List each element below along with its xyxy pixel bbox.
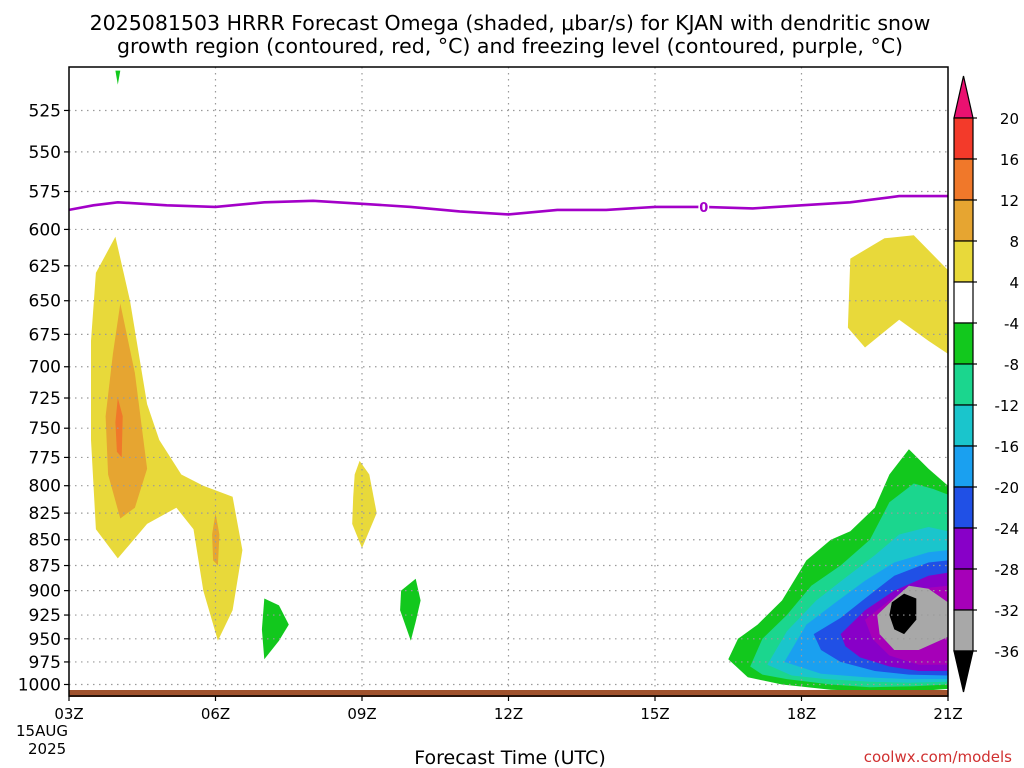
freezing-level-contour: 0 [68,194,948,217]
colorbar-bin-4 [953,281,974,324]
y-tick-label-14: 875 [29,557,61,577]
colorbar-label-0: 20 [1000,110,1019,128]
chart-grid [69,67,948,696]
colorbar-bin-10 [953,527,974,570]
y-tick-label-7: 700 [29,358,61,378]
colorbar-label-8: -16 [995,438,1020,456]
colorbar-bin-8 [953,445,974,488]
x-date-line1: 15AUG [16,722,68,740]
omega-region-1 [105,303,148,519]
colorbar-label-6: -8 [1004,356,1019,374]
y-tick-label-9: 750 [29,419,61,439]
y-tick-label-12: 825 [29,504,61,524]
y-tick-label-10: 775 [29,448,61,468]
y-tick-label-16: 925 [29,606,61,626]
y-tick-label-11: 800 [29,477,61,497]
x-tick-label-0: 03Z [54,705,83,723]
freezing-level-label: 0 [699,201,708,216]
colorbar-label-9: -20 [995,479,1020,497]
freezing-level-line [68,194,948,216]
y-tick-label-0: 525 [29,101,61,121]
omega-region-3 [212,513,220,566]
y-tick-label-19: 1000 [18,675,61,695]
colorbar-bin-12 [953,609,974,652]
omega-region-0 [91,236,243,641]
colorbar-legend: 20 16 12 8 4 -4 -8 -12 -16 -20 -24 -28 -32 -36 [953,75,1020,693]
colorbar-label-12: -32 [995,602,1020,620]
colorbar-bin-11 [953,568,974,611]
omega-shaded-regions [91,70,948,692]
y-tick-label-6: 675 [29,325,61,345]
y-tick-label-2: 575 [29,183,61,203]
colorbar-label-1: 16 [1000,151,1019,169]
colorbar-label-11: -28 [995,561,1020,579]
colorbar-label-4: 4 [1009,274,1019,292]
y-tick-label-4: 625 [29,257,61,277]
y-tick-label-8: 725 [29,389,61,409]
colorbar-label-5: -4 [1004,315,1019,333]
colorbar-label-13: -36 [995,643,1020,661]
omega-region-7 [400,578,421,641]
colorbar-bin-9 [953,486,974,529]
x-tick-label-6: 21Z [933,705,962,723]
x-date-line2: 2025 [28,740,66,758]
colorbar-bin-7 [953,404,974,447]
surface-ground-bar [69,690,948,697]
colorbar-label-10: -24 [995,520,1020,538]
x-tick-label-2: 09Z [347,705,376,723]
y-tick-label-15: 900 [29,582,61,602]
omega-region-5 [847,235,948,354]
omega-region-17 [115,70,121,85]
colorbar-label-7: -12 [995,397,1020,415]
y-axis-pressure-ticks: 525 550 575 600 625 650 675 700 725 750 775 800 825 8… [18,101,69,695]
x-axis-time-ticks: 03Z 06Z 09Z 12Z 15Z 18Z 21Z [54,696,963,723]
x-tick-label-3: 12Z [494,705,523,723]
y-tick-label-17: 950 [29,630,61,650]
omega-region-16 [889,593,917,635]
x-tick-label-1: 06Z [201,705,230,723]
colorbar-bin-5 [953,322,974,365]
y-tick-label-1: 550 [29,143,61,163]
colorbar-top-arrow [953,75,974,119]
y-tick-label-5: 650 [29,292,61,312]
colorbar-bin-0 [953,117,974,160]
y-tick-label-3: 600 [29,220,61,240]
omega-region-2 [115,398,123,458]
omega-region-4 [352,460,377,549]
colorbar-bin-2 [953,199,974,242]
ground-bar [69,690,948,697]
x-tick-label-5: 18Z [787,705,816,723]
colorbar-bottom-arrow [953,650,974,693]
x-axis-label: Forecast Time (UTC) [414,747,605,768]
footer-credit: coolwx.com/models [864,748,1012,766]
colorbar-bin-1 [953,158,974,201]
y-tick-label-13: 850 [29,531,61,551]
chart-title-line2: growth region (contoured, red, °C) and f… [117,34,903,58]
y-tick-label-18: 975 [29,653,61,673]
colorbar-label-2: 12 [1000,192,1019,210]
chart-title-line1: 2025081503 HRRR Forecast Omega (shaded, … [90,11,931,35]
colorbar-bin-3 [953,240,974,283]
colorbar-bin-6 [953,363,974,406]
omega-region-6 [261,598,289,660]
x-tick-label-4: 15Z [640,705,669,723]
colorbar-label-3: 8 [1009,233,1019,251]
